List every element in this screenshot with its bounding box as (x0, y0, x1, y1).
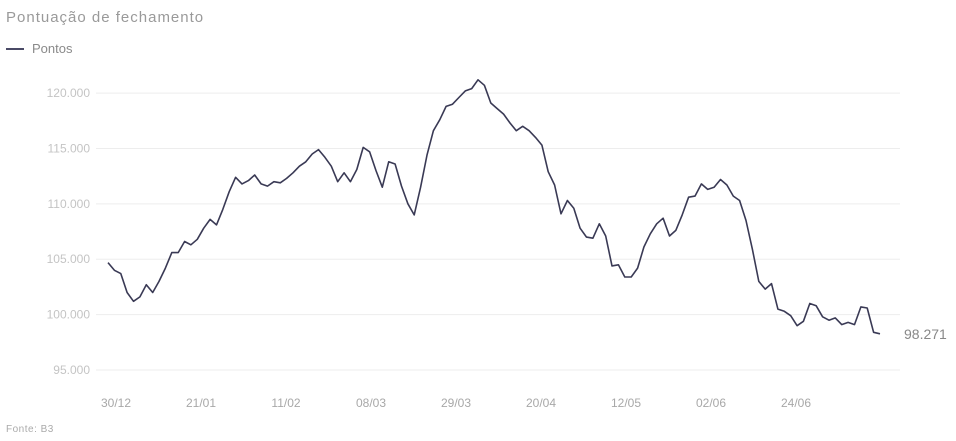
x-tick-label: 21/01 (186, 396, 216, 410)
y-tick-label: 115.000 (48, 141, 91, 155)
y-tick-label: 105.000 (47, 252, 91, 266)
x-tick-label: 11/02 (271, 396, 300, 410)
legend-label: Pontos (32, 41, 73, 56)
series-line-pontos (107, 79, 881, 335)
source-note: Fonte: B3 (6, 424, 54, 435)
x-tick-label: 29/03 (441, 396, 471, 410)
y-tick-label: 110.000 (48, 197, 91, 211)
x-tick-label: 20/04 (526, 396, 556, 410)
y-tick-label: 95.000 (53, 363, 90, 377)
y-tick-label: 120.000 (47, 86, 91, 100)
chart-legend: Pontos (6, 41, 72, 56)
legend-swatch (6, 47, 24, 50)
x-tick-label: 08/03 (356, 396, 386, 410)
end-value-label: 98.271 (904, 326, 947, 342)
x-tick-label: 12/05 (611, 396, 641, 410)
y-tick-label: 100.000 (47, 308, 91, 322)
chart-subtitle: Pontuação de fechamento (6, 9, 205, 26)
x-tick-label: 30/12 (101, 396, 131, 410)
x-tick-label: 24/06 (781, 396, 811, 410)
x-tick-label: 02/06 (696, 396, 726, 410)
